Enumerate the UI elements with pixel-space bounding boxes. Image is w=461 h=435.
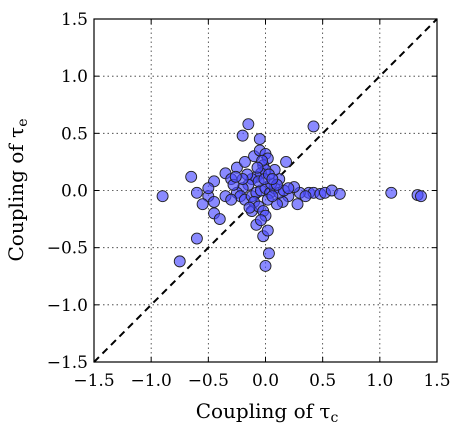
x-tick-label: 1.5 bbox=[423, 371, 450, 391]
scatter-point bbox=[196, 198, 209, 211]
scatter-point bbox=[251, 161, 264, 174]
x-tick-label: −0.5 bbox=[188, 371, 229, 391]
x-tick-label: 0.5 bbox=[309, 371, 336, 391]
scatter-point bbox=[229, 170, 242, 183]
tick-marks bbox=[93, 18, 438, 363]
x-axis-label: Coupling of τc bbox=[196, 399, 339, 426]
y-tick-labels: −1.5 −1.0 −0.5 0.0 0.5 1.0 1.5 bbox=[47, 10, 88, 373]
scatter-point bbox=[173, 255, 186, 268]
scatter-point bbox=[254, 214, 267, 227]
scatter-point bbox=[261, 224, 274, 237]
y-tick-label: 1.5 bbox=[61, 10, 88, 30]
scatter-point bbox=[415, 190, 427, 203]
scatter-point bbox=[280, 155, 293, 168]
scatter-point bbox=[213, 213, 226, 226]
x-tick-label: 1.0 bbox=[366, 371, 393, 391]
y-tick-label: 0.0 bbox=[61, 182, 88, 202]
scatter-point bbox=[243, 201, 256, 214]
y-axis-label: Coupling of τe bbox=[4, 118, 31, 261]
scatter-point bbox=[238, 155, 251, 168]
scatter-point bbox=[190, 232, 203, 245]
scatter-point bbox=[385, 186, 398, 199]
scatter-point bbox=[225, 193, 238, 206]
scatter-point bbox=[333, 187, 346, 200]
scatter-point bbox=[299, 190, 312, 203]
scatter-points bbox=[156, 118, 427, 272]
x-tick-label: −1.0 bbox=[131, 371, 172, 391]
scatter-point bbox=[259, 260, 272, 272]
scatter-point bbox=[307, 120, 320, 133]
scatter-point bbox=[253, 133, 266, 146]
scatter-point bbox=[236, 129, 249, 142]
scatter-point bbox=[190, 186, 203, 199]
scatter-point bbox=[262, 247, 275, 260]
scatter-point bbox=[185, 170, 198, 183]
scatter-point bbox=[156, 190, 169, 203]
scatter-point bbox=[266, 173, 279, 186]
x-tick-label: 0.0 bbox=[252, 371, 279, 391]
x-tick-labels: −1.5 −1.0 −0.5 0.0 0.5 1.0 1.5 bbox=[73, 371, 450, 391]
y-tick-label: 1.0 bbox=[61, 67, 88, 87]
scatter-point bbox=[242, 118, 255, 131]
y-tick-label: −1.0 bbox=[47, 296, 88, 316]
scatter-point bbox=[266, 190, 279, 203]
x-tick-label: −1.5 bbox=[73, 371, 114, 391]
y-tick-label: −0.5 bbox=[47, 239, 88, 259]
y-tick-label: 0.5 bbox=[61, 124, 88, 144]
scatter-point bbox=[202, 182, 215, 195]
y-tick-label: −1.5 bbox=[47, 353, 88, 373]
scatter-point bbox=[208, 195, 221, 208]
scatter-point bbox=[291, 198, 304, 211]
scatter-point bbox=[282, 182, 295, 195]
